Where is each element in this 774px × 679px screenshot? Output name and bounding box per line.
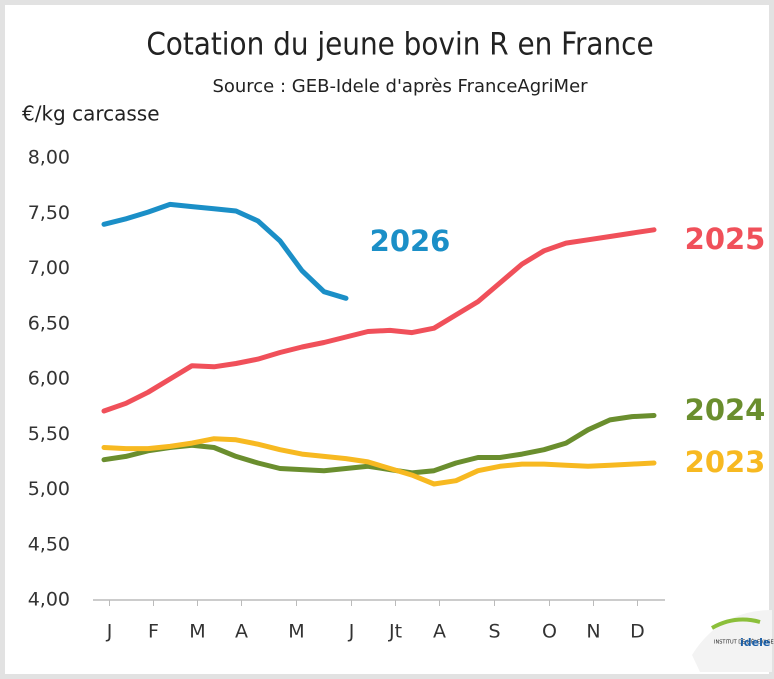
y-tick-label: 5,50: [28, 423, 70, 445]
chart-title: Cotation du jeune bovin R en France: [146, 27, 653, 63]
chart-subtitle: Source : GEB-Idele d'après FranceAgriMer: [212, 76, 588, 97]
x-tick-label: S: [488, 621, 500, 643]
y-tick-label: 6,00: [28, 368, 70, 390]
x-tick-label: J: [106, 621, 113, 643]
series-label: 2026: [370, 224, 451, 258]
logo-swoosh: [711, 617, 761, 630]
x-tick-label: A: [433, 621, 446, 643]
y-tick-label: 4,50: [28, 533, 70, 555]
logo-name: idele: [740, 636, 770, 649]
y-tick-label: 6,50: [28, 312, 70, 334]
x-tick-label: Jt: [388, 621, 402, 643]
series-line: [101, 436, 657, 487]
series-line: [101, 413, 657, 476]
series-label: 2024: [685, 393, 766, 427]
x-tick-label: M: [288, 621, 304, 643]
x-tick-label: A: [235, 621, 248, 643]
x-tick-label: F: [148, 621, 159, 643]
series-label: 2023: [685, 445, 766, 479]
logo-bg: [692, 610, 772, 672]
y-tick-label: 7,00: [28, 257, 70, 279]
series-label: 2025: [685, 222, 766, 256]
x-tick-label: O: [542, 621, 557, 643]
x-tick-label: N: [586, 621, 600, 643]
y-tick-label: 4,00: [28, 589, 70, 611]
y-tick-label: 5,00: [28, 478, 70, 500]
y-tick-label: 7,50: [28, 202, 70, 224]
x-tick-label: M: [189, 621, 205, 643]
logo: INSTITUT DE L'ÉLEVAGE idele: [692, 610, 774, 672]
y-axis-label: €/kg carcasse: [22, 102, 160, 126]
logo-small: INSTITUT DE L'ÉLEVAGE: [714, 638, 774, 646]
x-tick-label: J: [348, 621, 355, 643]
series-line: [101, 201, 349, 301]
series-line: [101, 227, 657, 414]
x-tick-label: D: [630, 621, 645, 643]
y-tick-label: 8,00: [28, 147, 70, 169]
